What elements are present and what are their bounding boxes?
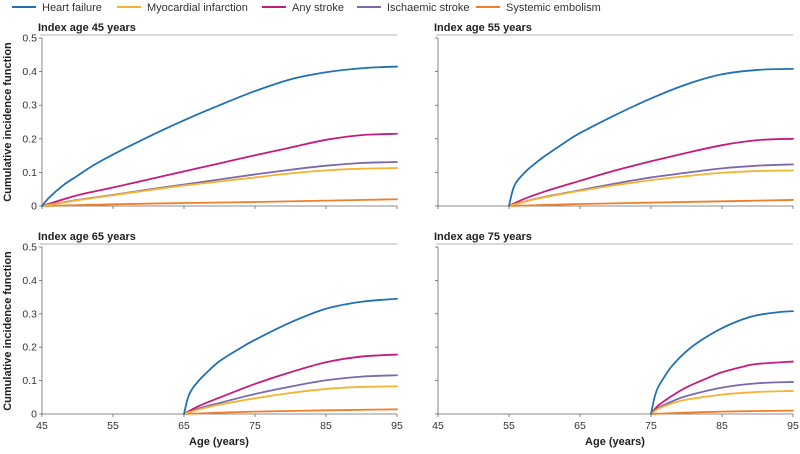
y-tick-label: 0 [31,409,37,421]
legend-item: Heart failure [12,2,102,14]
series-line [183,408,398,415]
legend-item: Systemic embolism [476,2,601,14]
legend-label: Any stroke [292,2,344,14]
x-tick-label: 65 [178,420,190,432]
legend-item: Any stroke [262,2,344,14]
x-tick-label: 75 [249,420,261,432]
series-line [508,137,794,207]
panel: Index age 75 years 45 55 65 75 85 95 [432,231,799,432]
panel-title: Index age 55 years [434,22,532,34]
legend-label: Systemic embolism [506,2,601,14]
y-tick-label: 0 [31,201,37,213]
y-tick-label: 0.1 [22,375,37,387]
legend-label: Ischaemic stroke [387,2,470,14]
x-tick-label: 85 [716,420,728,432]
y-tick-label: 0.2 [22,342,37,354]
x-tick-label: 65 [574,420,586,432]
panel-title: Index age 65 years [38,231,136,243]
axis-titles: Cumulative incidence function Cumulative… [2,42,645,448]
y-tick-label: 0.4 [22,66,37,78]
legend-item: Ischaemic stroke [357,2,470,14]
legend-label: Myocardial infarction [147,2,248,14]
panel-title: Index age 75 years [434,231,532,243]
series-line [41,167,398,207]
series-line [41,198,398,207]
series-line [650,409,794,415]
y-axis-title-bottom: Cumulative incidence function [2,251,14,411]
series-line [650,360,794,415]
panels: Index age 45 years00.10.20.30.40.5Index … [22,22,799,432]
panel: Index age 45 years 0 0.1 0.2 0.3 0.4 0.5 [22,22,398,213]
y-tick-label: 0.4 [22,275,37,287]
series-line [183,374,398,415]
y-tick-label: 0.3 [22,100,37,112]
x-axis-title-left: Age (years) [189,436,249,448]
x-tick-label: 85 [320,420,332,432]
x-tick-label: 55 [503,420,515,432]
series-line [41,132,398,207]
series-line [650,390,794,415]
series-line [508,68,794,207]
series-line [508,169,794,207]
series-line [183,385,398,415]
y-tick-label: 0.3 [22,308,37,320]
x-tick-label: 75 [645,420,657,432]
y-tick-label: 0.5 [22,33,37,45]
y-tick-label: 0.5 [22,242,37,254]
series-line [650,381,794,415]
series-line [508,199,794,207]
panel-title: Index age 45 years [38,22,136,34]
y-tick-label: 0.1 [22,167,37,179]
x-tick-label: 95 [787,420,799,432]
series-line [650,310,794,415]
series-line [41,65,398,207]
y-axis-title-top: Cumulative incidence function [2,42,14,202]
legend-item: Myocardial infarction [117,2,248,14]
x-tick-label: 45 [36,420,48,432]
x-tick-label: 45 [432,420,444,432]
legend: Heart failure Myocardial infarction Any st… [12,2,601,14]
panel: Index age 65 years 0 0.1 0.2 0.3 0.4 0.5 45 55 65… [22,231,403,432]
legend-label: Heart failure [42,2,102,14]
panel: Index age 55 years [434,22,794,209]
series-line [183,297,398,415]
x-axis-title-right: Age (years) [585,436,645,448]
y-tick-label: 0.2 [22,133,37,145]
x-tick-label: 55 [107,420,119,432]
series-line [183,353,398,415]
x-tick-label: 95 [391,420,403,432]
